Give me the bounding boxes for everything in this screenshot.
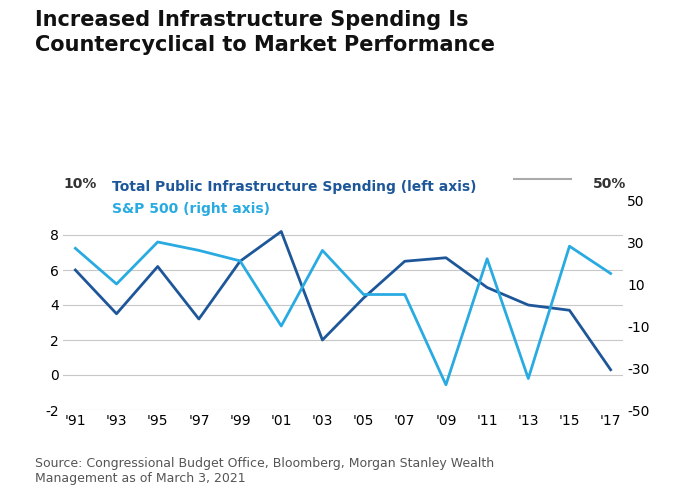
Text: 50%: 50% [593, 178, 626, 192]
Text: S&P 500 (right axis): S&P 500 (right axis) [112, 202, 270, 215]
Text: 10%: 10% [63, 178, 97, 192]
Text: Total Public Infrastructure Spending (left axis): Total Public Infrastructure Spending (le… [112, 180, 477, 194]
Text: Source: Congressional Budget Office, Bloomberg, Morgan Stanley Wealth
Management: Source: Congressional Budget Office, Blo… [35, 457, 494, 485]
Text: Increased Infrastructure Spending Is
Countercyclical to Market Performance: Increased Infrastructure Spending Is Cou… [35, 10, 495, 55]
